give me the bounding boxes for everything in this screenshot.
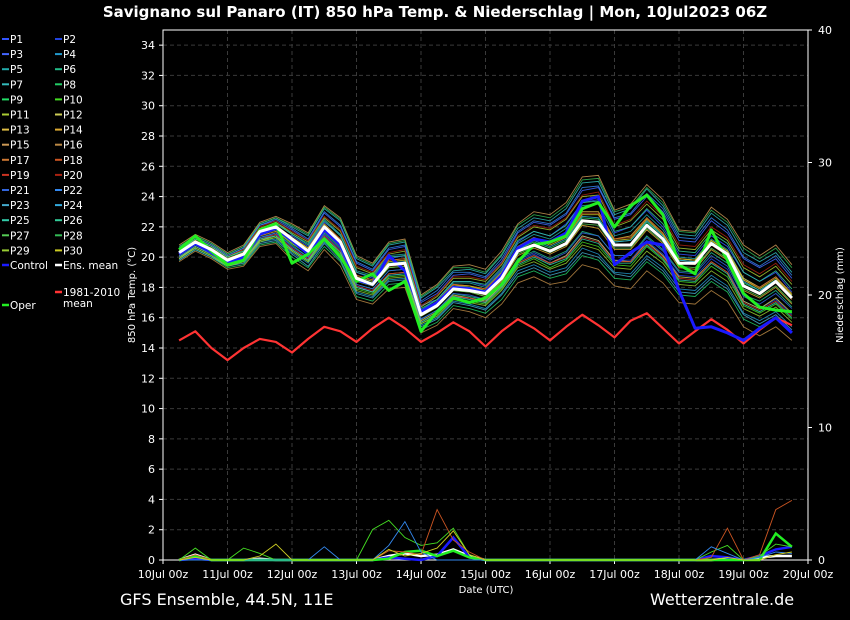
legend-item-p18: P18 [63,155,83,167]
legend-item-ens-mean: Ens. mean [63,260,118,272]
y-tick-label: 28 [141,130,155,143]
precipitation-series [178,500,793,562]
grid [162,30,809,561]
legend-item-p2: P2 [63,34,76,46]
x-tick-label: 18Jul 00z [654,568,705,581]
y2-tick-label: 10 [818,422,832,435]
series-line-p7 [178,180,793,299]
series-line-p29 [178,237,793,325]
x-axis: 10Jul 00z 11Jul 00z 12Jul 00z 13Jul 00z 14Ju… [138,560,834,581]
y-tick-label: 34 [141,39,155,52]
y-tick-label: 32 [141,69,155,82]
x-tick-label: 20Jul 00z [783,568,834,581]
legend-item-oper: Oper [10,300,36,312]
y-tick-label: 4 [148,493,155,506]
series-line-p16 [178,243,793,341]
x-tick-label: 11Jul 00z [202,568,253,581]
legend-item-p11: P11 [10,110,30,122]
series-line-oper [178,193,793,333]
legend: P1 P2 P3 P4 P5 P6 P7 P8 P9 P10 P11 P12 P13 P14 P15 P16 P… [2,34,120,312]
precip-line-p30 [179,530,792,561]
legend-item-p22: P22 [63,185,83,197]
x-tick-label: 13Jul 00z [331,568,382,581]
y-tick-label: 6 [148,463,155,476]
y-axis-right: 0 10 20 30 40 [808,24,832,567]
legend-item-p10: P10 [63,94,83,106]
legend-item-p25: P25 [10,215,30,227]
legend-item-p20: P20 [63,170,83,182]
legend-item-p24: P24 [63,200,83,212]
legend-item-p30: P30 [63,245,83,257]
series-line-p26 [178,200,793,310]
footer-model-info: GFS Ensemble, 44.5N, 11E [120,590,333,609]
legend-item-p12: P12 [63,110,83,122]
y-tick-label: 22 [141,221,155,234]
legend-item-p3: P3 [10,49,23,61]
legend-item-p9: P9 [10,94,23,106]
y-tick-label: 10 [141,403,155,416]
y2-tick-label: 30 [818,157,832,170]
footer-source: Wetterzentrale.de [650,590,794,609]
legend-item-p14: P14 [63,125,83,137]
y-axis-label: 850 hPa Temp. (°C) [127,247,138,343]
legend-item-clim-line2: mean [63,298,93,310]
legend-item-p5: P5 [10,64,23,76]
legend-item-p17: P17 [10,155,30,167]
legend-item-p23: P23 [10,200,30,212]
x-tick-label: 16Jul 00z [525,568,576,581]
y2-tick-label: 20 [818,289,832,302]
y-tick-label: 2 [148,524,155,537]
y2-axis-label: Niederschlag (mm) [835,247,846,343]
y-tick-label: 26 [141,160,155,173]
series-line-p4 [178,238,793,328]
legend-item-p13: P13 [10,125,30,137]
series-line-p15 [178,174,793,296]
y-tick-label: 14 [141,342,155,355]
y-tick-label: 18 [141,281,155,294]
chart-title: Savignano sul Panaro (IT) 850 hPa Temp. … [103,3,767,22]
x-axis-label: Date (UTC) [459,585,514,596]
y2-tick-label: 40 [818,24,832,37]
legend-item-p27: P27 [10,230,30,242]
legend-item-p16: P16 [63,140,83,152]
legend-item-p21: P21 [10,185,30,197]
legend-item-p28: P28 [63,230,83,242]
legend-item-p29: P29 [10,245,30,257]
legend-item-p19: P19 [10,170,30,182]
y-tick-label: 24 [141,191,155,204]
legend-item-p15: P15 [10,140,30,152]
y2-tick-label: 0 [818,554,825,567]
x-tick-label: 19Jul 00z [718,568,769,581]
y-tick-label: 30 [141,100,155,113]
x-tick-label: 17Jul 00z [589,568,640,581]
series-line-p20 [178,191,793,307]
x-tick-label: 10Jul 00z [138,568,189,581]
legend-item-p4: P4 [63,49,76,61]
series-line-p22 [178,185,793,302]
y-tick-label: 0 [148,554,155,567]
series-line-p28 [178,177,793,298]
legend-item-p8: P8 [63,79,76,91]
temperature-series [178,174,793,362]
legend-item-p6: P6 [63,64,76,76]
series-line-ens-mean [178,219,793,317]
legend-item-control: Control [10,260,48,272]
y-tick-label: 20 [141,251,155,264]
legend-item-p1: P1 [10,34,23,46]
series-line-p11 [178,194,793,308]
legend-item-1981-2010: 1981-2010 [63,287,120,299]
series-line-p23 [178,240,793,331]
legend-item-p7: P7 [10,79,23,91]
x-tick-label: 15Jul 00z [460,568,511,581]
series-line-1981-2010-mean [178,312,793,362]
y-tick-label: 12 [141,372,155,385]
x-tick-label: 12Jul 00z [267,568,318,581]
x-tick-label: 14Jul 00z [396,568,447,581]
series-line-p8 [178,241,793,334]
y-tick-label: 8 [148,433,155,446]
legend-item-p26: P26 [63,215,83,227]
y-tick-label: 16 [141,312,155,325]
